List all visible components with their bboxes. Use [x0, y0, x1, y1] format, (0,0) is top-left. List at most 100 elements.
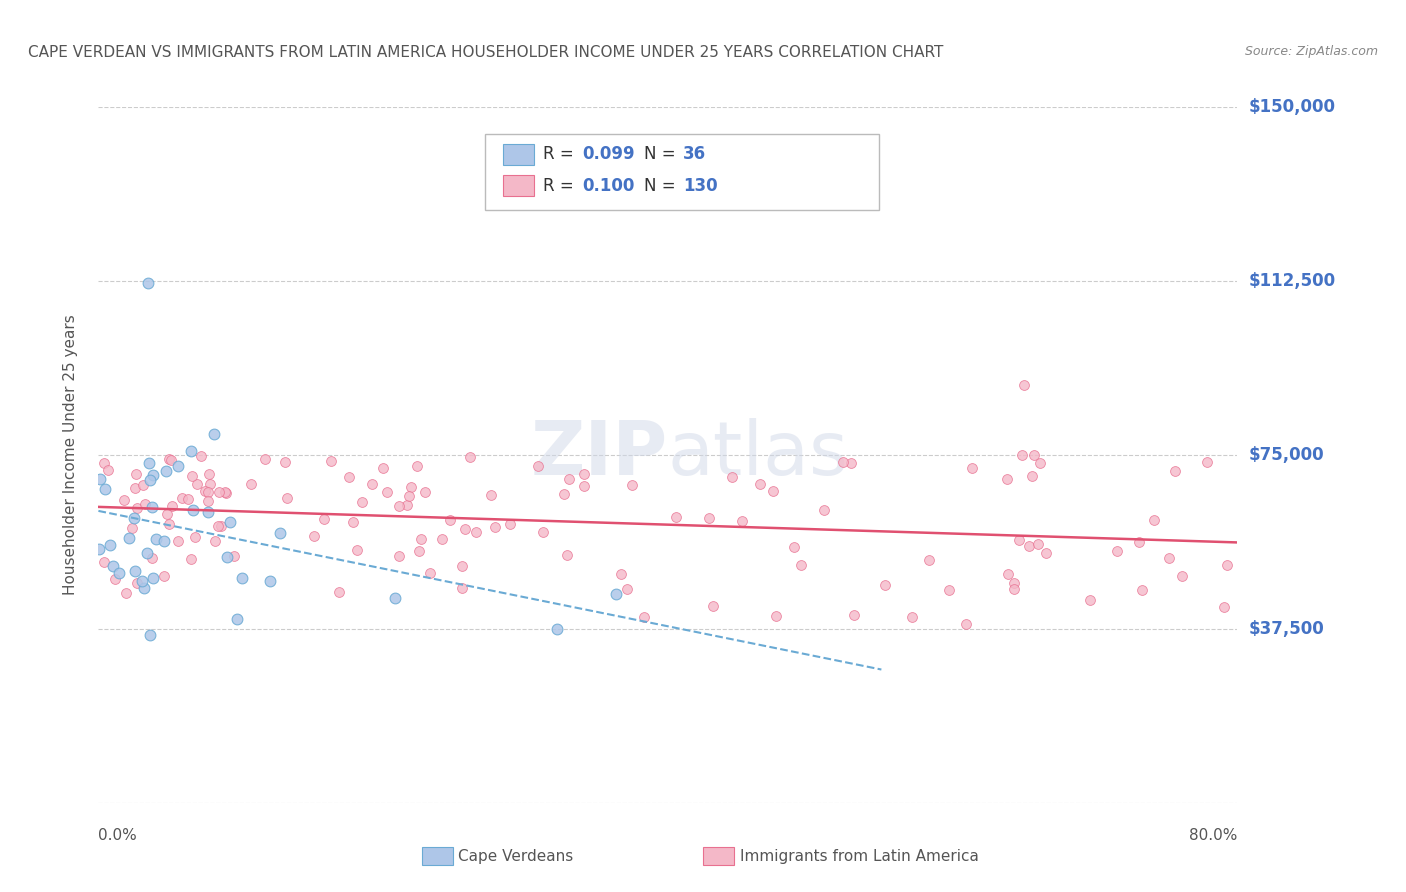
Point [167, 458, 190, 473]
Text: 80.0%: 80.0% [1189, 828, 1237, 843]
Point [409, 532, 432, 546]
Point [1157, 551, 1180, 566]
Text: N =: N = [644, 145, 681, 163]
Text: ZIP: ZIP [530, 418, 668, 491]
Point [156, 507, 179, 521]
Point [917, 553, 939, 567]
Point [697, 510, 720, 524]
Point [1007, 533, 1029, 547]
Point [783, 540, 806, 554]
Point [413, 485, 436, 500]
Point [197, 494, 219, 508]
Point [1128, 534, 1150, 549]
Point [321, 454, 343, 468]
Point [274, 455, 297, 469]
Point [633, 610, 655, 624]
Point [181, 469, 204, 483]
Point [484, 520, 506, 534]
Point [360, 476, 382, 491]
Point [432, 532, 454, 546]
Point [1011, 448, 1033, 462]
Text: 0.099: 0.099 [582, 145, 634, 163]
Point [259, 574, 281, 588]
Point [190, 450, 212, 464]
Point [131, 478, 153, 492]
Text: $150,000: $150,000 [1249, 98, 1336, 116]
Point [153, 569, 176, 583]
Point [207, 518, 229, 533]
Point [1143, 513, 1166, 527]
Point [97, 462, 120, 476]
Point [384, 591, 406, 605]
Point [215, 486, 238, 500]
Point [180, 443, 202, 458]
Point [167, 533, 190, 548]
Point [1002, 576, 1025, 591]
Point [89, 472, 111, 486]
Point [160, 453, 183, 467]
Point [731, 514, 754, 528]
Point [1028, 537, 1050, 551]
Point [198, 477, 221, 491]
Point [839, 456, 862, 470]
Point [328, 584, 350, 599]
Point [1171, 568, 1194, 582]
Point [406, 458, 429, 473]
Point [136, 546, 159, 560]
Point [408, 543, 430, 558]
Point [873, 578, 896, 592]
Point [900, 610, 922, 624]
Point [721, 470, 744, 484]
Point [665, 509, 688, 524]
Point [439, 513, 461, 527]
Point [337, 470, 360, 484]
Point [464, 525, 486, 540]
Point [141, 500, 163, 514]
Point [172, 491, 194, 505]
Point [702, 599, 724, 614]
Point [531, 524, 554, 539]
Point [1012, 378, 1035, 392]
Point [621, 478, 644, 492]
Point [605, 587, 627, 601]
Point [142, 571, 165, 585]
Point [1021, 469, 1043, 483]
Point [346, 543, 368, 558]
Point [219, 516, 242, 530]
Point [127, 576, 149, 591]
Point [302, 529, 325, 543]
Y-axis label: Householder Income Under 25 years: Householder Income Under 25 years [63, 315, 77, 595]
Text: $112,500: $112,500 [1249, 272, 1336, 290]
Point [373, 461, 395, 475]
Point [749, 477, 772, 491]
Point [546, 623, 568, 637]
Text: $75,000: $75,000 [1249, 446, 1324, 464]
Point [87, 541, 110, 556]
Point [616, 582, 638, 596]
Point [184, 530, 207, 544]
Text: 36: 36 [683, 145, 706, 163]
Point [152, 533, 174, 548]
Point [1035, 546, 1057, 560]
Point [1130, 583, 1153, 598]
Point [204, 533, 226, 548]
Point [160, 499, 183, 513]
Point [121, 521, 143, 535]
Point [1164, 464, 1187, 478]
Point [1197, 455, 1219, 469]
Point [125, 501, 148, 516]
Point [813, 502, 835, 516]
Point [1018, 540, 1040, 554]
Point [209, 519, 232, 533]
Point [1107, 544, 1129, 558]
Point [139, 628, 162, 642]
Point [1028, 456, 1050, 470]
Point [388, 549, 411, 564]
Point [118, 531, 141, 545]
Text: CAPE VERDEAN VS IMMIGRANTS FROM LATIN AMERICA HOUSEHOLDER INCOME UNDER 25 YEARS : CAPE VERDEAN VS IMMIGRANTS FROM LATIN AM… [28, 45, 943, 60]
Point [789, 558, 811, 572]
Point [197, 484, 219, 499]
Point [960, 460, 983, 475]
Point [124, 481, 146, 495]
Point [831, 455, 853, 469]
